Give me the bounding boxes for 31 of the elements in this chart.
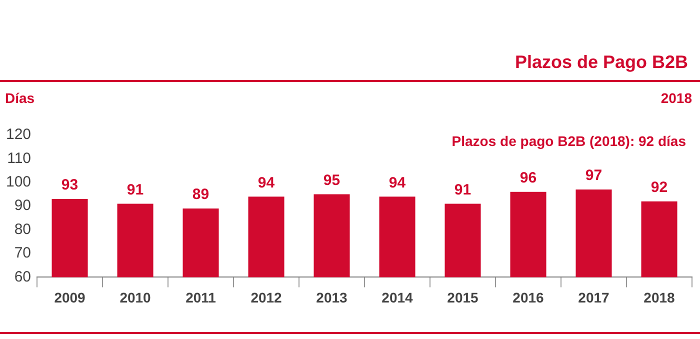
x-tick-label: 2018 [644,289,676,306]
data-label: 95 [323,172,340,189]
data-label: 94 [258,174,276,192]
y-tick-label: 120 [6,126,32,144]
y-tick-label: 70 [14,244,32,262]
data-label: 91 [454,181,472,198]
data-label: 96 [520,170,537,187]
y-tick-label: 80 [14,220,32,238]
x-tick-label: 2017 [578,289,610,306]
x-tick-label: 2013 [316,289,348,306]
y-tick-label: 90 [14,197,32,214]
chart-subtitle: 2018 [660,90,692,106]
data-label: 89 [192,186,210,204]
x-tick-label: 2010 [120,289,152,306]
y-tick-label: 110 [7,150,32,167]
annotation: Plazos de pago B2B (2018): 92 días [452,133,686,149]
data-label: 91 [126,181,144,198]
x-tick-label: 2015 [447,289,479,306]
x-tick-label: 2014 [382,289,414,306]
chart-title: Plazos de Pago B2B [514,52,688,73]
x-tick-label: 2011 [186,289,216,306]
y-tick-label: 60 [14,268,32,286]
data-label: 93 [61,176,78,194]
y-tick-label: 100 [6,174,32,191]
data-label: 94 [388,174,406,192]
data-label: 97 [585,167,602,184]
x-tick-label: 2009 [54,289,86,306]
x-tick-label: 2012 [250,289,282,306]
data-label: 92 [650,179,668,196]
x-tick-label: 2016 [512,289,544,306]
y-axis-title: Días [5,90,35,106]
